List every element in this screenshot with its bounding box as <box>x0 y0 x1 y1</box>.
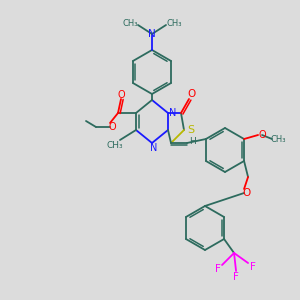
Text: O: O <box>117 90 125 100</box>
Text: F: F <box>250 262 256 272</box>
Text: S: S <box>188 125 195 135</box>
Text: O: O <box>187 89 195 99</box>
Text: H: H <box>189 136 195 146</box>
Text: N: N <box>148 29 156 39</box>
Text: O: O <box>258 130 266 140</box>
Text: F: F <box>215 264 221 274</box>
Text: CH₃: CH₃ <box>107 140 123 149</box>
Text: N: N <box>169 108 177 118</box>
Text: F: F <box>233 272 239 282</box>
Text: CH₃: CH₃ <box>270 136 286 145</box>
Text: CH₃: CH₃ <box>122 19 138 28</box>
Text: CH₃: CH₃ <box>166 19 182 28</box>
Text: O: O <box>108 122 116 132</box>
Text: N: N <box>150 143 158 153</box>
Text: O: O <box>242 188 250 198</box>
